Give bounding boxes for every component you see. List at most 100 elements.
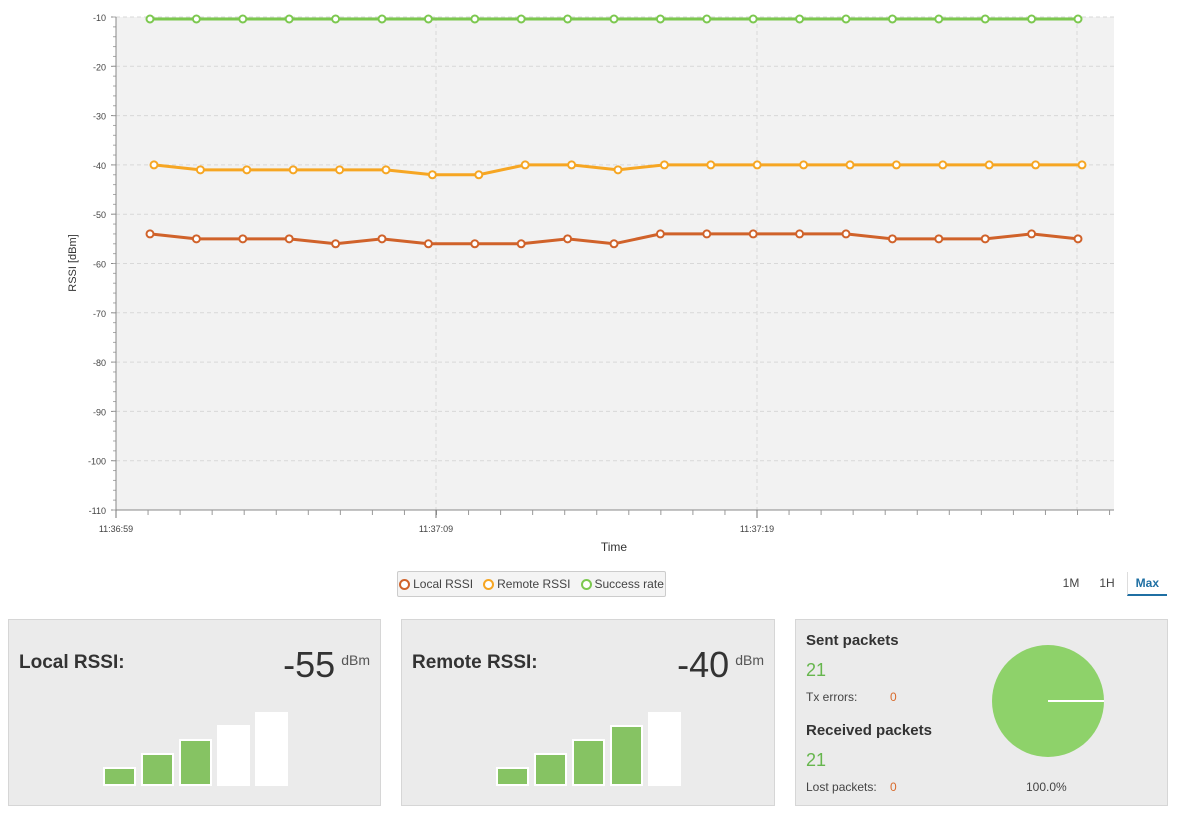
data-point (795, 229, 805, 239)
data-point (145, 14, 155, 24)
legend-label: Success rate (594, 577, 664, 591)
data-point (980, 14, 990, 24)
legend-label: Remote RSSI (497, 577, 571, 591)
y-tick-label: -30 (93, 112, 106, 122)
lost-packets-label: Lost packets: (806, 780, 877, 794)
legend-label: Local RSSI (413, 577, 474, 591)
data-point (331, 239, 341, 249)
y-tick-label: -100 (88, 457, 106, 467)
tx-errors-label: Tx errors: (806, 690, 858, 704)
data-point (609, 239, 619, 249)
sent-packets-value: 21 (806, 660, 827, 680)
y-tick-label: -20 (93, 62, 106, 72)
data-point (1027, 229, 1037, 239)
data-point (706, 160, 716, 170)
success-rate-percent: 100.0% (1026, 780, 1067, 794)
range-max-button[interactable]: Max (1126, 572, 1167, 596)
y-tick-label: -110 (89, 506, 106, 516)
legend-item-success-rate[interactable]: Success rate (580, 577, 664, 591)
signal-bar (179, 739, 212, 786)
data-point (1027, 14, 1037, 24)
data-point (284, 234, 294, 244)
range-1m-button[interactable]: 1M (1062, 576, 1080, 590)
data-point (702, 14, 712, 24)
y-tick-label: -40 (93, 161, 106, 171)
series-remote-rssi (149, 160, 1087, 180)
data-point (423, 239, 433, 249)
data-point (191, 234, 201, 244)
packets-panel: Sent packets 21 Tx errors: 0 Received pa… (795, 619, 1168, 806)
data-point (563, 14, 573, 24)
signal-bar (255, 712, 288, 786)
data-point (984, 160, 994, 170)
data-point (377, 234, 387, 244)
data-point (613, 165, 623, 175)
signal-bar (572, 739, 605, 786)
success-rate-marker-icon (580, 578, 592, 590)
data-point (149, 160, 159, 170)
legend-item-local-rssi[interactable]: Local RSSI (399, 577, 473, 591)
data-point (887, 14, 897, 24)
data-point (288, 165, 298, 175)
lost-packets-value: 0 (890, 780, 897, 794)
remote-rssi-reading: -40 dBm (677, 644, 764, 686)
data-point (752, 160, 762, 170)
local-rssi-unit: dBm (341, 652, 370, 668)
received-packets-value: 21 (806, 750, 827, 770)
local-rssi-value: -55 (283, 644, 336, 685)
y-tick-label: -10 (93, 13, 106, 23)
data-point (887, 234, 897, 244)
local-rssi-marker-icon (399, 578, 411, 590)
data-point (381, 165, 391, 175)
chart-legend: Local RSSI Remote RSSI Success rate (397, 571, 666, 597)
signal-bar (496, 767, 529, 786)
data-point (748, 229, 758, 239)
data-point (1073, 234, 1083, 244)
signal-bar (610, 725, 643, 786)
local-rssi-reading: -55 dBm (283, 644, 370, 686)
local-rssi-title: Local RSSI: (19, 652, 125, 673)
y-tick-label: -90 (93, 407, 106, 417)
tx-errors-value: 0 (890, 690, 897, 704)
remote-signal-strength-bars (496, 712, 681, 786)
data-point (520, 160, 530, 170)
data-point (195, 165, 205, 175)
signal-bar (648, 712, 681, 786)
series-success-rate (145, 14, 1083, 24)
data-point (934, 234, 944, 244)
data-point (938, 160, 948, 170)
y-tick-label: -70 (93, 309, 106, 319)
data-point (474, 170, 484, 180)
signal-bar (141, 753, 174, 786)
local-rssi-panel: Local RSSI: -55 dBm (8, 619, 381, 806)
lost-packets-row: Lost packets: 0 (806, 780, 897, 794)
data-point (934, 14, 944, 24)
y-tick-label: -50 (93, 210, 106, 220)
signal-bar (217, 725, 250, 786)
tx-errors-row: Tx errors: 0 (806, 690, 897, 704)
data-point (1077, 160, 1087, 170)
local-signal-strength-bars (103, 712, 288, 786)
data-point (331, 14, 341, 24)
data-point (891, 160, 901, 170)
data-point (845, 160, 855, 170)
legend-item-remote-rssi[interactable]: Remote RSSI (483, 577, 571, 591)
x-tick-label: 11:37:09 (419, 524, 453, 534)
rssi-chart: -10 -20 -30 -40 -50 -60 -70 -80 -90 -100 -110 11:36… (67, 13, 1114, 554)
data-point (516, 239, 526, 249)
y-tick-label: -60 (93, 260, 106, 270)
data-point (242, 165, 252, 175)
range-1h-button[interactable]: 1H (1099, 576, 1115, 590)
data-point (335, 165, 345, 175)
y-tick-label: -80 (93, 358, 106, 368)
data-point (567, 160, 577, 170)
data-point (563, 234, 573, 244)
signal-bar (534, 753, 567, 786)
data-point (238, 14, 248, 24)
data-point (748, 14, 758, 24)
data-point (427, 170, 437, 180)
axes: -10 -20 -30 -40 -50 -60 -70 -80 -90 -100 -110 11:36… (88, 13, 1114, 534)
time-range-selector: 1M 1H Max (1055, 572, 1167, 596)
data-point (655, 229, 665, 239)
x-tick-label: 11:36:59 (99, 524, 133, 534)
